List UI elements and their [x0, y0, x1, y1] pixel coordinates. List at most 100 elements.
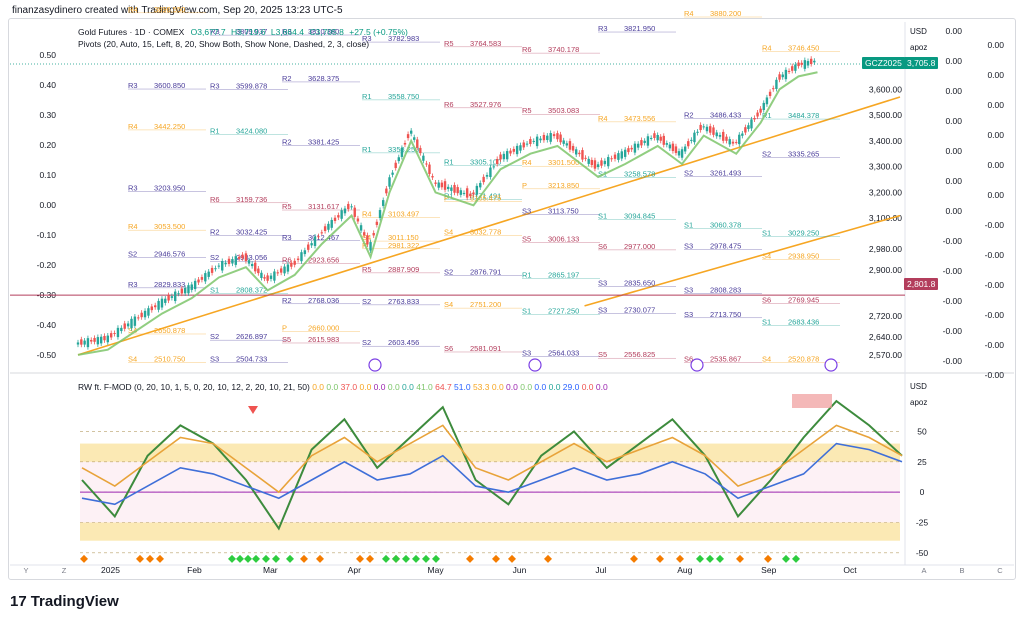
pivot-level-value: 3053.500: [154, 222, 185, 231]
oscillator-value: 53.3: [470, 382, 490, 392]
event-marker-icon: [368, 358, 382, 372]
candle-body: [343, 208, 347, 214]
pivot-level-label: S6: [684, 355, 693, 364]
signal-marker: [676, 554, 684, 563]
pivot-level-label: R3: [362, 34, 372, 43]
overlay-scale-tick: -0.00: [985, 340, 1005, 350]
pivot-level-value: 3203.950: [154, 183, 185, 192]
price-axis-tick: 3,600.00: [869, 84, 902, 94]
time-axis-tick: 2025: [101, 565, 120, 575]
overlay-scale-tick: 0.00: [945, 146, 962, 156]
overbought-band: [80, 443, 900, 462]
candle-body: [705, 126, 709, 132]
pivot-level-label: R1: [762, 111, 772, 120]
pivot-level-value: 2603.456: [388, 338, 419, 347]
oscillator-value: 0.0: [357, 382, 372, 392]
pivot-level-label: R3: [598, 24, 608, 33]
pivot-level-label: S3: [598, 278, 607, 287]
pivot-level-label: R6: [282, 256, 292, 265]
candle-body: [224, 262, 227, 265]
signal-marker: [402, 554, 410, 563]
candle-body: [283, 266, 286, 274]
pivot-level-label: S2: [210, 332, 219, 341]
overlay-scale-tick: -0.00: [985, 250, 1005, 260]
pivot-level-label: R2: [282, 138, 292, 147]
pivot-level-label: S5: [522, 234, 531, 243]
pivot-level-value: 2978.475: [710, 242, 741, 251]
overlay-scale-tick: -0.00: [985, 370, 1005, 380]
candle-body: [200, 277, 204, 280]
candle-body: [738, 134, 741, 145]
pivot-level-value: 3011.150: [388, 233, 419, 242]
candle-body: [293, 260, 296, 265]
overlay-scale-tick: 0.00: [945, 56, 962, 66]
time-axis-tick: Jun: [513, 565, 527, 575]
candle-body: [113, 333, 116, 335]
pivot-level-value: 2626.897: [236, 332, 267, 341]
candle-body: [157, 300, 160, 310]
signal-marker: [656, 554, 664, 563]
oscillator-value: 51.0: [451, 382, 471, 392]
pivot-level-value: 3558.750: [388, 92, 419, 101]
pivot-level-label: S4: [762, 355, 771, 364]
candle-body: [83, 340, 86, 345]
pivot-level-value: 3880.200: [710, 9, 741, 18]
candle-body: [150, 306, 154, 311]
oscillator-value: 0.0: [385, 382, 400, 392]
candle-body: [359, 225, 363, 231]
overlay-scale-tick: 0.00: [945, 86, 962, 96]
candle-body: [434, 182, 437, 184]
pivot-level-value: 2713.750: [710, 310, 741, 319]
pivot-level-value: 3473.556: [624, 114, 655, 123]
candle-body: [160, 298, 164, 308]
pivot-level-label: S3: [684, 285, 693, 294]
pivots-legend: Pivots (20, Auto, 15, Left, 8, 20, Show …: [78, 39, 370, 49]
pivot-level-label: P: [282, 324, 287, 333]
candle-body: [515, 145, 519, 155]
left-scale-tick: -0.50: [37, 350, 57, 360]
pivot-level-value: 2683.436: [788, 318, 819, 327]
trend-line: [584, 214, 901, 307]
candle-body: [257, 268, 260, 274]
candle-body: [475, 185, 479, 195]
candle-body: [286, 264, 290, 272]
oscillator-value: 64.7: [432, 382, 452, 392]
overlay-scale-tick: -0.00: [943, 296, 963, 306]
candle-body: [590, 159, 594, 166]
left-scale-tick: 0.00: [39, 200, 56, 210]
pivot-level-label: S1: [684, 220, 693, 229]
brand-name: TradingView: [30, 593, 119, 610]
candle-body: [276, 272, 279, 274]
pivot-level-value: 2946.576: [154, 250, 185, 259]
pivot-level-value: 3258.578: [624, 169, 655, 178]
candle-body: [76, 342, 80, 345]
pivot-level-label: R4: [128, 222, 138, 231]
high-value: H3,719.6: [231, 27, 266, 37]
overlay-scale-tick: -0.00: [985, 280, 1005, 290]
candle-body: [509, 150, 512, 154]
candle-body: [462, 192, 466, 194]
candle-body: [96, 337, 100, 345]
time-axis-control: Y: [23, 566, 28, 575]
pivot-level-value: 3131.617: [308, 202, 339, 211]
oscillator-value: 0.0: [489, 382, 504, 392]
pivot-level-value: 2564.033: [548, 348, 579, 357]
signal-marker: [244, 554, 252, 563]
candle-body: [86, 338, 90, 348]
tradingview-brand[interactable]: 17 TradingView: [10, 593, 119, 610]
overlay-scale-tick: -0.00: [943, 356, 963, 366]
pivot-level-value: 2556.825: [624, 350, 655, 359]
candle-body: [375, 221, 379, 225]
candle-body: [394, 162, 397, 169]
signal-marker: [716, 554, 724, 563]
candle-body: [403, 143, 407, 145]
candle-body: [784, 69, 788, 80]
pivot-level-value: 3896.550: [154, 5, 185, 14]
left-scale-tick: 0.10: [39, 170, 56, 180]
overlay-scale-tick: -0.00: [943, 326, 963, 336]
pivot-level-value: 3810.380: [308, 27, 339, 36]
overbought-highlight: [792, 394, 832, 408]
oscillator-value: 0.0: [312, 382, 325, 392]
candle-body: [747, 125, 750, 130]
